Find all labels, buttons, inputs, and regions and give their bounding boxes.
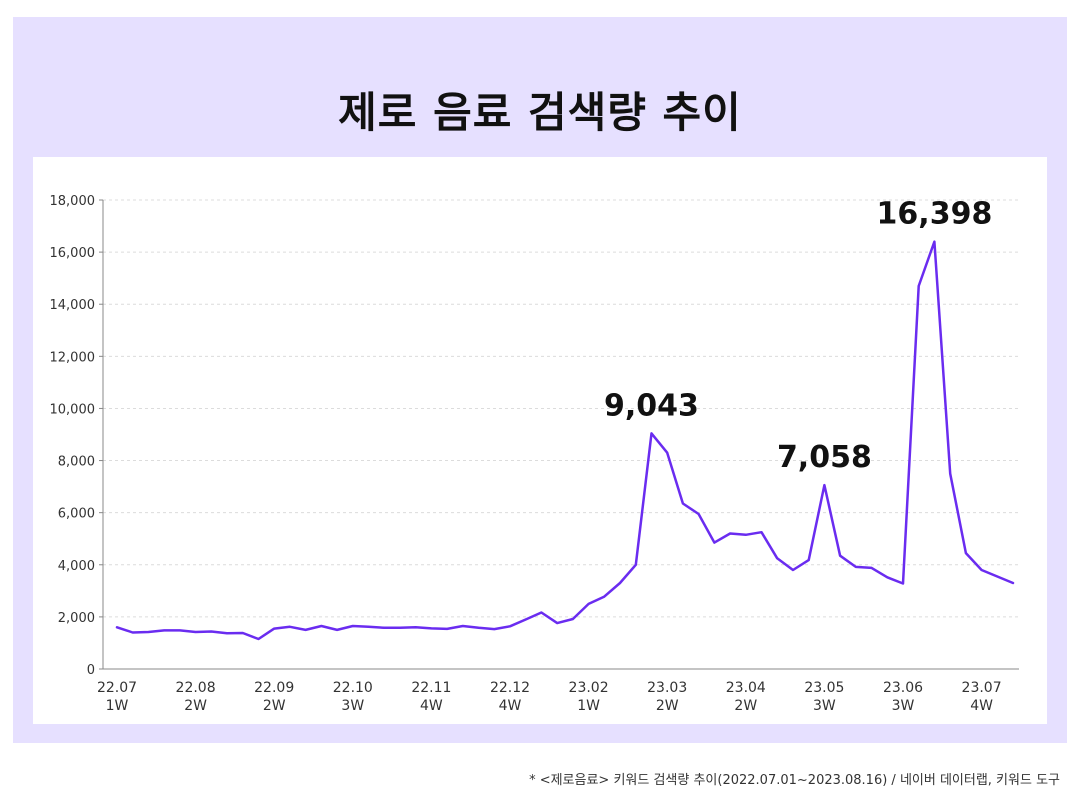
x-tick-sublabel: 4W bbox=[970, 698, 993, 714]
y-tick-label: 14,000 bbox=[50, 298, 96, 313]
footnote: * <제로음료> 키워드 검색량 추이(2022.07.01~2023.08.1… bbox=[529, 773, 1060, 788]
x-tick-sublabel: 1W bbox=[577, 698, 600, 714]
y-tick-label: 2,000 bbox=[58, 611, 95, 626]
x-tick-label: 23.05 bbox=[804, 680, 844, 696]
y-tick-label: 0 bbox=[87, 663, 95, 678]
x-tick-label: 22.09 bbox=[254, 680, 294, 696]
x-tick-label: 22.08 bbox=[176, 680, 216, 696]
x-tick-label: 22.11 bbox=[411, 680, 451, 696]
x-tick-sublabel: 3W bbox=[341, 698, 364, 714]
peak-label: 7,058 bbox=[777, 440, 872, 475]
x-tick-sublabel: 2W bbox=[263, 698, 286, 714]
x-tick-label: 23.04 bbox=[726, 680, 766, 696]
chart-title: 제로 음료 검색량 추이 bbox=[338, 88, 742, 137]
peak-label: 16,398 bbox=[877, 197, 993, 232]
series-line bbox=[115, 240, 1015, 641]
x-tick-label: 23.03 bbox=[647, 680, 687, 696]
y-tick-label: 10,000 bbox=[50, 402, 96, 417]
x-tick-sublabel: 4W bbox=[420, 698, 443, 714]
x-tick-label: 23.07 bbox=[962, 680, 1002, 696]
x-tick-label: 22.12 bbox=[490, 680, 530, 696]
x-tick-label: 23.02 bbox=[569, 680, 609, 696]
x-tick-sublabel: 4W bbox=[499, 698, 522, 714]
peak-label: 9,043 bbox=[604, 388, 699, 423]
x-tick-label: 22.07 bbox=[97, 680, 137, 696]
x-tick-sublabel: 1W bbox=[106, 698, 129, 714]
x-tick-sublabel: 3W bbox=[892, 698, 915, 714]
x-tick-sublabel: 3W bbox=[813, 698, 836, 714]
x-tick-sublabel: 2W bbox=[184, 698, 207, 714]
line-chart: 0 2,000 4,000 6,000 8,000 10,000 12,000 14,000 1… bbox=[50, 194, 1019, 714]
y-tick-label: 12,000 bbox=[50, 350, 96, 365]
y-tick-label: 16,000 bbox=[50, 246, 96, 261]
y-tick-label: 4,000 bbox=[58, 559, 95, 574]
x-tick-label: 22.10 bbox=[333, 680, 373, 696]
x-tick-sublabel: 2W bbox=[656, 698, 679, 714]
x-tick-sublabel: 2W bbox=[734, 698, 757, 714]
chart-frame: 제로 음료 검색량 추이 0 2,000 4,000 6,000 8,000 10,000… bbox=[13, 17, 1067, 743]
y-tick-label: 6,000 bbox=[58, 507, 95, 522]
y-tick-label: 8,000 bbox=[58, 455, 95, 470]
y-tick-label: 18,000 bbox=[50, 194, 96, 209]
chart-panel: 0 2,000 4,000 6,000 8,000 10,000 12,000 14,000 1… bbox=[33, 157, 1047, 724]
x-tick-label: 23.06 bbox=[883, 680, 923, 696]
